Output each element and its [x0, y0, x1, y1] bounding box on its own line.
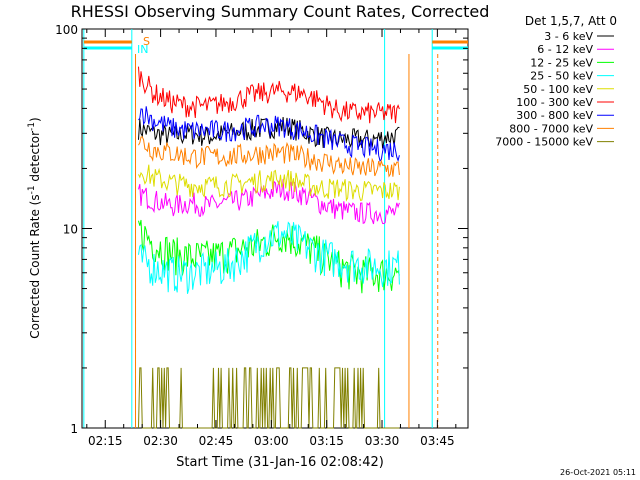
attenuator-flag-label: S: [143, 35, 150, 48]
x-axis-label: Start Time (31-Jan-16 02:08:42): [176, 455, 384, 470]
legend-entry-label: 7000 - 15000 keV: [495, 136, 593, 149]
y-label-end: ): [28, 117, 42, 122]
series-line: [138, 221, 400, 294]
night-flag-label: IN: [137, 43, 148, 56]
series-line: [138, 106, 400, 163]
x-tick-label: 02:15: [88, 434, 123, 448]
legend-header: Det 1,5,7, Att 0: [525, 14, 617, 28]
legend-entry-label: 6 - 12 keV: [537, 43, 593, 56]
series-group: [138, 66, 400, 429]
series-line: [138, 117, 400, 149]
x-tick-label: 03:15: [309, 434, 344, 448]
x-tick-label: 03:45: [420, 434, 455, 448]
y-tick-label: 100: [55, 23, 78, 37]
y-label-base: Corrected Count Rate (s: [28, 194, 42, 338]
series-line: [138, 136, 400, 178]
legend-entry-label: 50 - 100 keV: [523, 83, 593, 96]
series-line: [138, 219, 400, 294]
chart-title: RHESSI Observing Summary Count Rates, Co…: [71, 2, 490, 21]
y-tick-label: 1: [70, 422, 78, 436]
legend-entry-label: 25 - 50 keV: [530, 70, 593, 83]
legend-entry-label: 100 - 300 keV: [516, 96, 593, 109]
y-axis-label: Corrected Count Rate (s-1 detector-1): [27, 117, 42, 338]
legend-entry-label: 3 - 6 keV: [544, 30, 593, 43]
legend-entry-label: 12 - 25 keV: [530, 56, 593, 69]
legend-entry-label: 800 - 7000 keV: [509, 122, 593, 135]
y-label-mid: detector: [28, 131, 42, 186]
x-tick-label: 03:00: [254, 434, 289, 448]
plot-area: [83, 29, 468, 428]
footer-date: 26-Oct-2021 05:11: [560, 468, 636, 477]
y-label-sup1: -1: [27, 185, 37, 194]
axis-ticks: 02:15 02:30 02:45 03:00 03:15 03:30 03:45 1 10 10…: [55, 23, 468, 448]
y-tick-label: 10: [63, 223, 78, 237]
series-line: [138, 164, 400, 202]
series-line: [138, 178, 400, 225]
series-line: [138, 367, 400, 429]
x-tick-label: 02:45: [199, 434, 234, 448]
series-line: [138, 66, 400, 124]
x-tick-label: 03:30: [365, 434, 400, 448]
y-label-sup2: -1: [27, 122, 37, 131]
legend-entry-label: 300 - 800 keV: [516, 109, 593, 122]
x-tick-label: 02:30: [143, 434, 178, 448]
